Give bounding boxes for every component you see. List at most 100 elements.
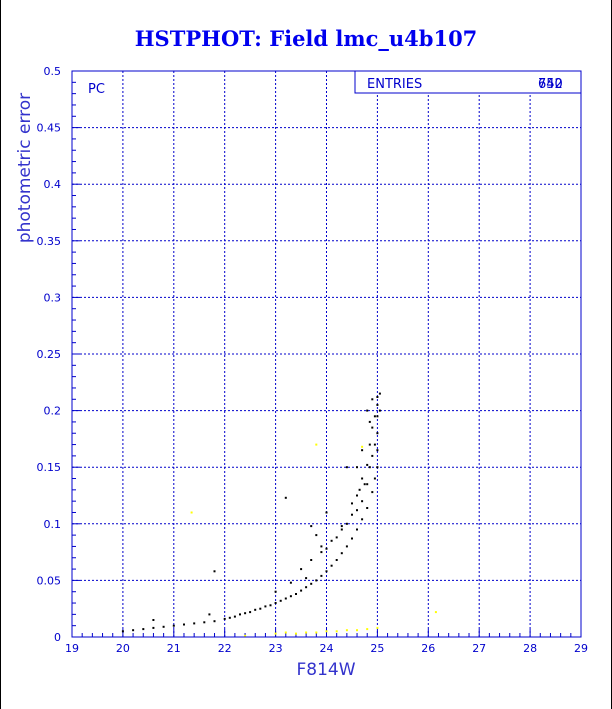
data-point-secondary (274, 632, 277, 635)
data-point (330, 539, 333, 542)
data-point (376, 449, 379, 452)
y-tick-label: 0.4 (44, 178, 62, 191)
plot-area-border (71, 70, 582, 638)
data-point (351, 502, 353, 505)
data-point (330, 564, 333, 567)
data-point (358, 488, 361, 491)
data-point (351, 513, 353, 516)
data-point-secondary (345, 629, 348, 632)
data-point (244, 612, 247, 615)
data-point (310, 559, 313, 561)
axis-ticks: 19 20 21 22 23 24 25 26 27 28 29 0 0.05 0.1 0.15 0.2 0.2… (37, 65, 589, 655)
data-point (345, 466, 348, 469)
data-point (152, 619, 155, 621)
data-point-secondary (295, 632, 297, 635)
data-point-secondary (305, 631, 308, 634)
data-point (264, 605, 267, 608)
data-point (368, 443, 371, 446)
data-point (269, 604, 272, 607)
data-point (152, 626, 155, 629)
data-point (376, 432, 379, 435)
y-tick-label: 0.3 (44, 291, 62, 304)
data-point (325, 511, 328, 514)
data-point (371, 398, 374, 401)
data-point (356, 528, 358, 531)
panel-label: PC (88, 82, 105, 97)
data-point-secondary (284, 631, 287, 634)
data-point (305, 586, 308, 589)
data-point (361, 477, 364, 480)
data-point (172, 624, 175, 627)
data-point (366, 507, 369, 509)
data-point-secondary (434, 611, 437, 614)
y-tick-label: 0.05 (37, 574, 62, 587)
chart-title: HSTPHOT: Field lmc_u4b107 (135, 26, 478, 51)
x-tick-label: 21 (167, 642, 181, 655)
data-point (376, 466, 379, 469)
grid (72, 71, 581, 637)
x-tick-label: 29 (574, 642, 588, 655)
y-tick-label: 0.2 (44, 405, 62, 418)
data-point (320, 551, 323, 554)
data-point (351, 537, 353, 540)
data-point (305, 577, 308, 580)
data-point-secondary (190, 511, 193, 514)
data-point (345, 522, 348, 525)
data-point (320, 574, 323, 577)
data-point (371, 454, 374, 457)
data-point (371, 426, 374, 429)
data-point (356, 509, 358, 512)
data-point-secondary (244, 634, 247, 637)
y-tick-label: 0.15 (37, 461, 62, 474)
data-point-secondary (315, 443, 318, 446)
data-point (376, 403, 379, 406)
data-point (378, 409, 381, 412)
x-tick-label: 20 (116, 642, 130, 655)
data-point (121, 630, 124, 633)
y-axis-label: photometric error (15, 93, 35, 243)
data-point (340, 528, 343, 531)
data-point (356, 466, 358, 469)
data-point (368, 420, 371, 423)
y-tick-label: 0.5 (44, 65, 62, 78)
data-point (361, 500, 364, 503)
stats-value: 750 (538, 77, 563, 92)
stats-label: ENTRIES (367, 77, 422, 92)
data-point (310, 525, 313, 528)
x-tick-label: 22 (218, 642, 232, 655)
data-point-secondary (376, 626, 379, 629)
data-point (300, 568, 303, 571)
x-tick-label: 26 (421, 642, 435, 655)
data-point (284, 496, 287, 499)
data-point (376, 396, 379, 398)
data-point (366, 409, 369, 412)
data-point (132, 629, 135, 632)
data-point (223, 617, 226, 620)
data-point (300, 589, 303, 592)
data-point (310, 582, 313, 585)
x-tick-label: 25 (370, 642, 384, 655)
data-point (208, 613, 211, 616)
data-point (378, 392, 381, 395)
data-point (335, 536, 338, 539)
data-point (259, 607, 262, 610)
data-point (325, 570, 328, 573)
data-point (162, 625, 165, 628)
data-point-secondary (366, 628, 369, 631)
data-point (315, 579, 318, 582)
data-point (249, 611, 252, 614)
data-point (254, 608, 257, 611)
stats-box: ENTRIES 750 642 (354, 70, 582, 94)
x-tick-label: 28 (523, 642, 537, 655)
data-point (345, 545, 348, 548)
data-points (121, 392, 437, 637)
data-point (274, 590, 277, 593)
x-tick-label: 23 (269, 642, 283, 655)
data-point (340, 552, 343, 555)
data-point (361, 518, 364, 521)
data-point (335, 559, 338, 561)
data-point (373, 477, 376, 480)
data-point (228, 616, 231, 619)
data-point (295, 593, 297, 595)
y-tick-label: 0.35 (37, 235, 62, 248)
